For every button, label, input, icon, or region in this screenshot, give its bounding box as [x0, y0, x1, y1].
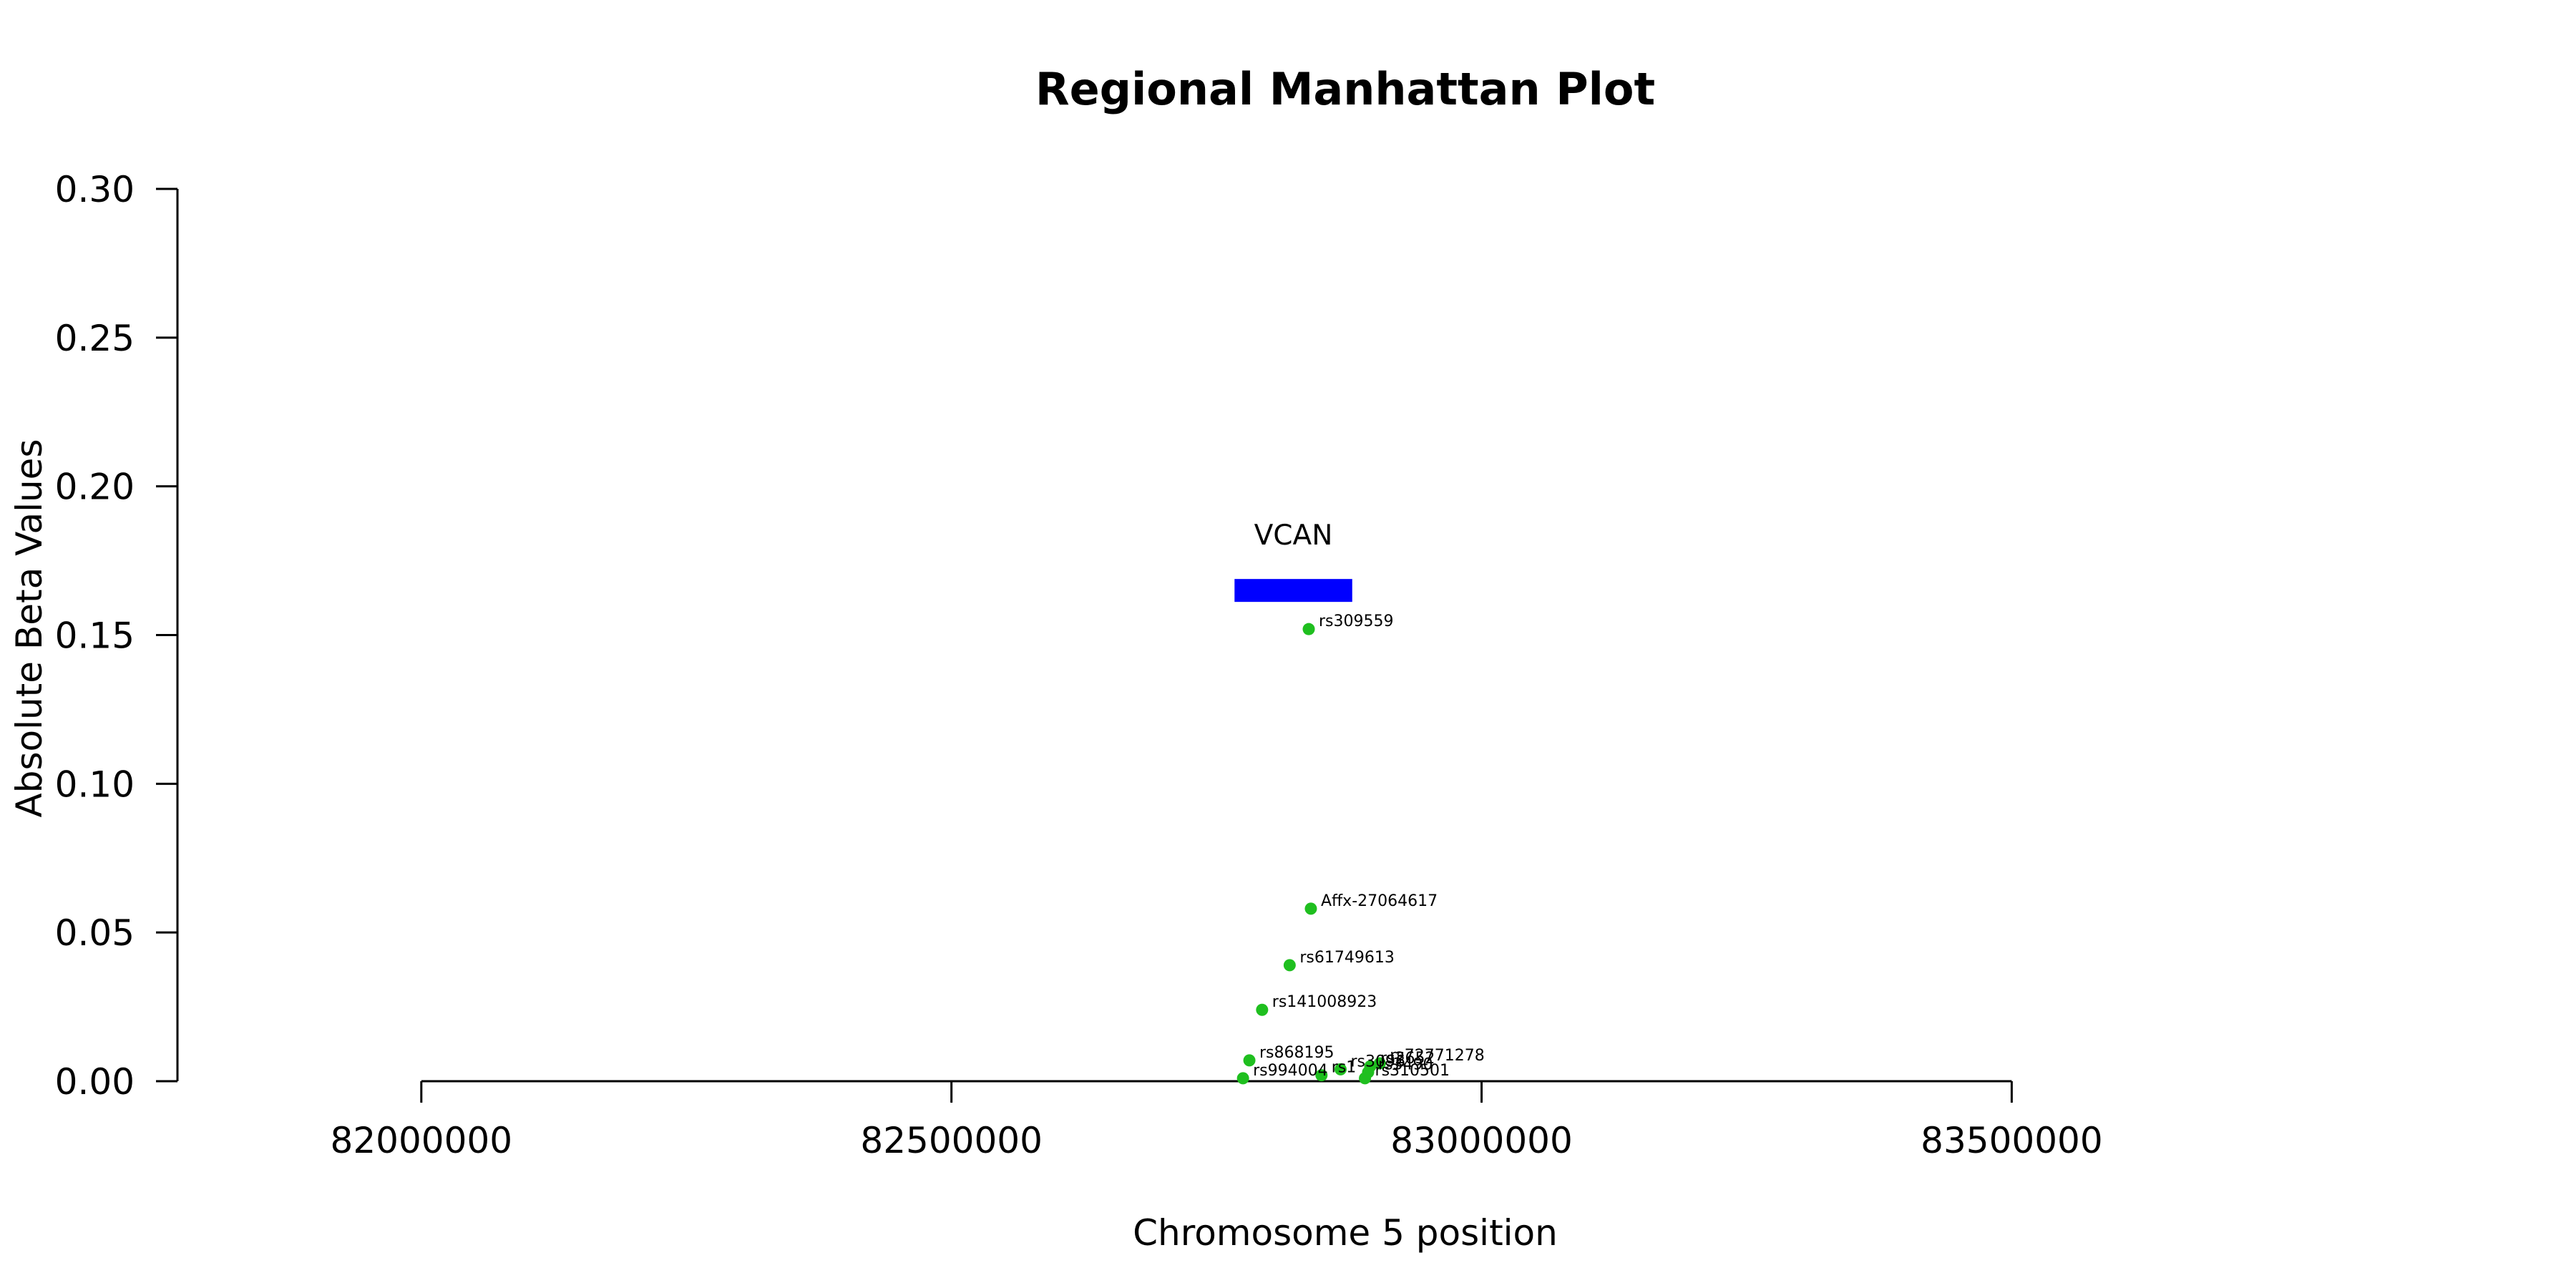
snp-point: [1304, 902, 1317, 915]
snp-point: [1236, 1072, 1249, 1085]
snp-point: [1359, 1072, 1372, 1085]
snp-point: [1243, 1054, 1256, 1067]
y-axis: 0.00 0.05 0.10 0.15 0.20 0.25 0.30: [55, 169, 179, 1103]
snp-label: rs3490: [1378, 1056, 1433, 1074]
snp-point: [1256, 1003, 1269, 1016]
snp-label: rs1: [1332, 1059, 1357, 1077]
snp-label: rs994004: [1253, 1062, 1328, 1080]
snp-point: [1283, 959, 1296, 972]
x-tick-label: 82000000: [331, 1120, 513, 1161]
x-tick-label: 83500000: [1921, 1120, 2103, 1161]
y-tick-label: 0.15: [55, 615, 135, 657]
snp-points: [1236, 623, 1386, 1085]
y-tick-label: 0.00: [55, 1061, 135, 1103]
y-axis-label: Absolute Beta Values: [9, 439, 50, 818]
snp-label: rs2652: [1380, 1050, 1435, 1068]
snp-point: [1302, 623, 1315, 635]
x-axis: 82000000 82500000 83000000 83500000: [331, 1080, 2103, 1161]
gene-bar: [1234, 579, 1352, 602]
y-tick-label: 0.05: [55, 912, 135, 954]
x-tick-label: 82500000: [860, 1120, 1043, 1161]
snp-label: Affx-27064617: [1321, 892, 1438, 910]
snp-label: rs72771278: [1390, 1047, 1484, 1065]
y-tick-label: 0.20: [55, 467, 135, 508]
snp-label: rs309559: [1319, 613, 1394, 630]
y-tick-label: 0.10: [55, 763, 135, 805]
snp-label: rs3096: [1350, 1053, 1405, 1070]
snp-label: rs141008923: [1272, 993, 1377, 1011]
gene-label: VCAN: [1254, 519, 1333, 552]
snp-point: [1373, 1057, 1386, 1070]
snp-label: rs868195: [1259, 1044, 1335, 1062]
snp-labels: rs309559 Affx-27064617 rs61749613 rs1410089…: [1253, 613, 1485, 1080]
x-axis-label: Chromosome 5 position: [1133, 1212, 1558, 1254]
chart-title: Regional Manhattan Plot: [1035, 63, 1655, 115]
y-tick-label: 0.30: [55, 169, 135, 210]
y-tick-label: 0.25: [55, 318, 135, 359]
snp-label: rs61749613: [1299, 949, 1394, 967]
snp-label: rs310501: [1375, 1062, 1450, 1080]
gene-track: VCAN: [1234, 519, 1352, 602]
snp-point: [1334, 1063, 1347, 1075]
x-tick-label: 83000000: [1390, 1120, 1573, 1161]
snp-point: [1315, 1069, 1328, 1082]
